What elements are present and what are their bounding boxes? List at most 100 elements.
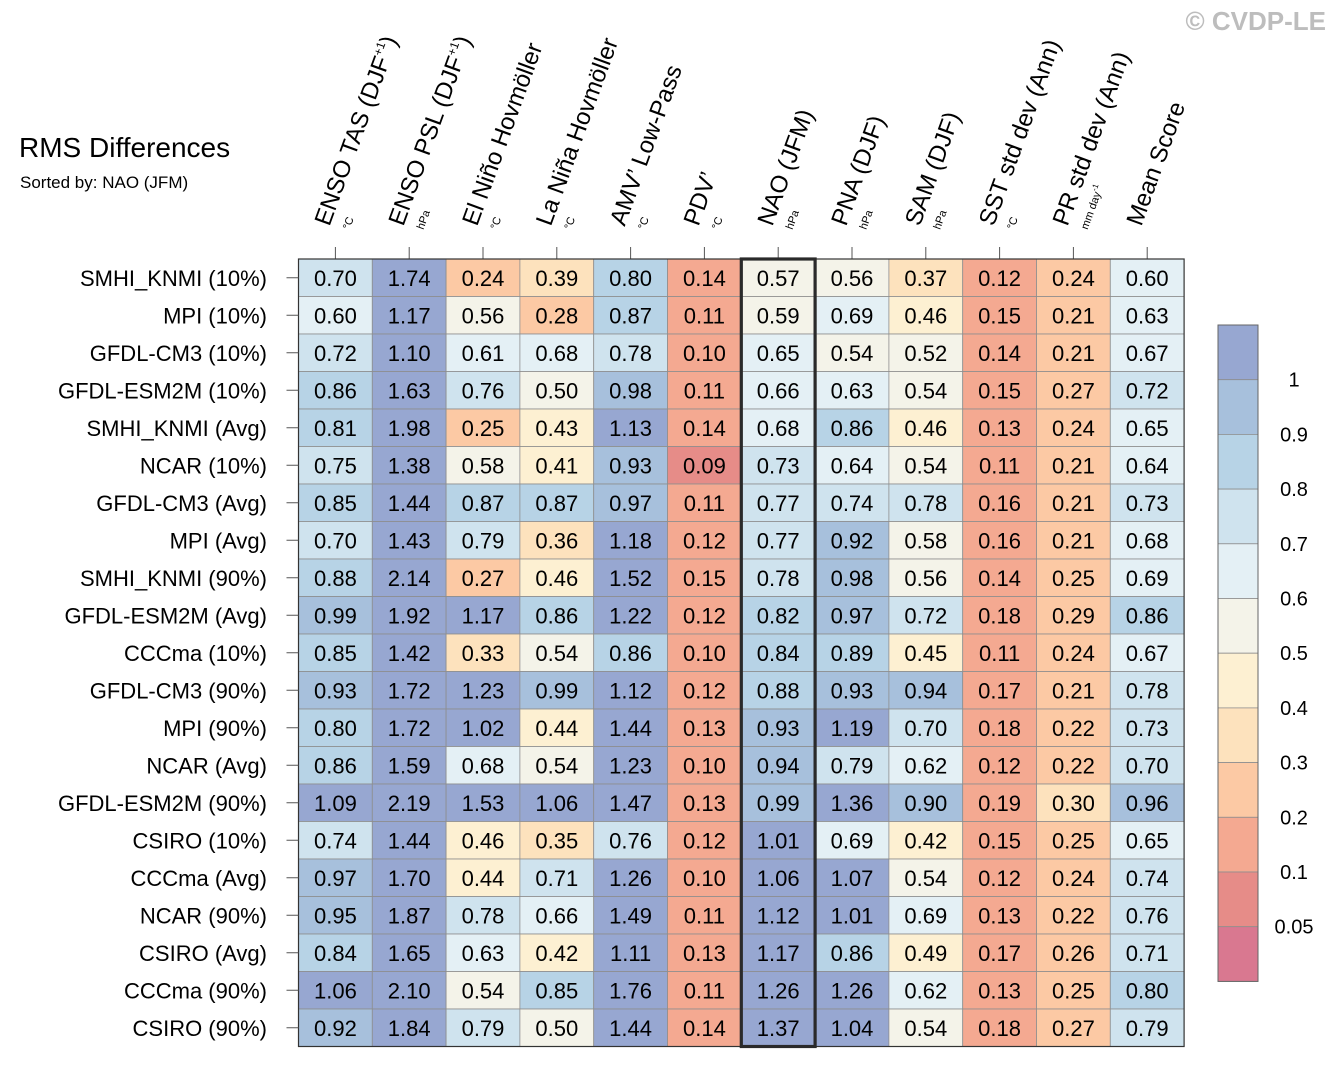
heatmap-cell — [445, 783, 521, 822]
cell-value-label: 0.14 — [978, 566, 1021, 591]
cell-value-label: 0.19 — [978, 791, 1021, 816]
heatmap-cell — [667, 858, 742, 897]
chart-title: RMS Differences — [19, 132, 230, 163]
cell-value-label: 1.07 — [831, 866, 874, 891]
heatmap-cell — [888, 521, 964, 560]
cell-value-label: 0.27 — [1052, 1016, 1095, 1041]
heatmap-cell — [593, 333, 668, 372]
column-unit-label: °C — [563, 215, 579, 231]
heatmap-cell — [962, 783, 1037, 822]
heatmap-cell — [814, 296, 890, 335]
cell-value-label: 0.98 — [609, 378, 652, 403]
heatmap-cell — [814, 896, 890, 935]
cell-value-label: 0.58 — [462, 453, 505, 478]
cell-value-label: 0.42 — [535, 941, 578, 966]
cell-value-label: 0.60 — [1126, 266, 1169, 291]
heatmap-cell — [740, 596, 816, 635]
colorbar-swatch — [1217, 543, 1259, 599]
cell-value-label: 0.13 — [683, 791, 726, 816]
heatmap-cell — [814, 858, 890, 897]
cell-value-label: 0.22 — [1052, 716, 1095, 741]
row-label: CSIRO (90%) — [133, 1016, 267, 1041]
heatmap-cell — [298, 671, 373, 710]
heatmap-cell — [593, 296, 668, 335]
heatmap-cell — [445, 1008, 521, 1047]
cell-value-label: 0.80 — [1126, 978, 1169, 1003]
cell-value-label: 1.49 — [609, 903, 652, 928]
heatmap-cell — [298, 633, 373, 672]
cell-value-label: 0.64 — [1126, 453, 1169, 478]
cell-value-label: 0.79 — [831, 753, 874, 778]
cell-value-label: 0.13 — [978, 978, 1021, 1003]
cell-value-label: 0.14 — [683, 1016, 726, 1041]
heatmap-cell — [814, 746, 890, 785]
cell-value-label: 0.73 — [1126, 491, 1169, 516]
heatmap-cell — [888, 971, 964, 1010]
colorbar-tick-label: 0.1 — [1280, 862, 1308, 884]
cell-value-label: 0.61 — [462, 341, 505, 366]
column-unit-label: °C — [710, 215, 726, 231]
cell-value-label: 1.63 — [388, 378, 431, 403]
heatmap-cell — [888, 858, 964, 897]
cell-value-label: 0.39 — [535, 266, 578, 291]
heatmap-cell — [593, 483, 668, 522]
heatmap-cell — [519, 521, 595, 560]
heatmap-cell — [888, 483, 964, 522]
row-label: MPI (90%) — [163, 716, 267, 741]
cell-value-label: 0.74 — [314, 828, 357, 853]
heatmap-cell — [962, 446, 1037, 485]
cell-value-label: 0.11 — [684, 491, 725, 516]
colorbar-swatch — [1217, 433, 1259, 490]
cell-value-label: 0.80 — [609, 266, 652, 291]
cell-value-label: 1.09 — [314, 791, 357, 816]
colorbar-tick-label: 0.4 — [1280, 698, 1308, 720]
column-unit-label: hPa — [932, 208, 950, 231]
cell-value-label: 0.86 — [831, 416, 874, 441]
column-unit-label: hPa — [784, 208, 802, 231]
cell-value-label: 1.18 — [609, 528, 652, 553]
heatmap-cell — [888, 746, 964, 785]
row-label: CSIRO (10%) — [133, 828, 267, 853]
cell-value-label: 1.12 — [757, 903, 800, 928]
heatmap-cell — [519, 933, 595, 972]
cell-value-label: 0.11 — [684, 903, 725, 928]
cell-value-label: 1.36 — [831, 791, 874, 816]
column-header-label: El Niño Hovmöller — [457, 39, 548, 229]
column-unit-label: hPa — [858, 208, 876, 231]
cell-value-label: 0.68 — [462, 753, 505, 778]
cell-value-label: 0.18 — [978, 603, 1021, 628]
cell-value-label: 0.10 — [683, 341, 726, 366]
cell-value-label: 0.13 — [683, 716, 726, 741]
cell-value-label: 1.06 — [314, 978, 357, 1003]
heatmap-cell — [298, 746, 373, 785]
heatmap-cell — [371, 446, 447, 485]
row-label: GFDL-ESM2M (90%) — [58, 791, 267, 816]
cell-value-label: 1.59 — [388, 753, 431, 778]
cell-value-label: 0.12 — [978, 753, 1021, 778]
heatmap-cell — [593, 371, 668, 410]
heatmap-cell — [519, 558, 595, 597]
heatmap-cell — [667, 483, 742, 522]
heatmap-cell — [740, 483, 816, 522]
cell-value-label: 1.01 — [757, 828, 800, 853]
colorbar-tick-label: 0.2 — [1280, 807, 1308, 829]
cell-value-label: 0.12 — [978, 866, 1021, 891]
cell-value-label: 0.71 — [535, 866, 578, 891]
heatmap-cell — [667, 746, 742, 785]
heatmap-cell — [298, 971, 373, 1010]
heatmap-cell — [667, 446, 742, 485]
heatmap-cell — [298, 296, 373, 335]
cell-value-label: 1.26 — [757, 978, 800, 1003]
cell-value-label: 0.49 — [904, 941, 947, 966]
cell-value-label: 0.46 — [535, 566, 578, 591]
cell-value-label: 0.17 — [978, 678, 1021, 703]
heatmap-cell — [962, 558, 1037, 597]
heatmap-cell — [1109, 333, 1185, 372]
cell-value-label: 0.11 — [684, 978, 725, 1003]
heatmap-cell — [1109, 671, 1185, 710]
heatmap-cell — [1036, 671, 1111, 710]
heatmap-cell — [1036, 633, 1111, 672]
cell-value-label: 0.59 — [757, 303, 800, 328]
cell-value-label: 0.85 — [314, 641, 357, 666]
